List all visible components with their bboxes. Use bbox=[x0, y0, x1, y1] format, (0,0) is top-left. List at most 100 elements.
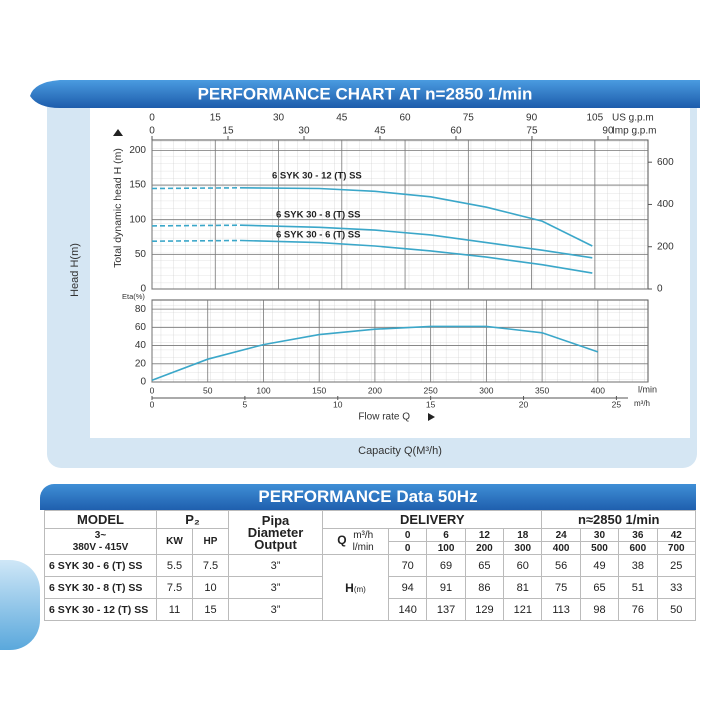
voltage-line: 380V - 415V bbox=[72, 541, 129, 553]
top-axis-unit: Imp g.p.m bbox=[612, 126, 656, 137]
y-tick-label: 0 bbox=[140, 377, 146, 388]
y2-tick-label: 0 bbox=[657, 284, 663, 295]
x-tick-label: 100 bbox=[256, 385, 270, 395]
table-title: PERFORMANCE Data 50Hz bbox=[40, 484, 696, 510]
y-tick-label: 20 bbox=[135, 358, 147, 369]
top-tick-label: 15 bbox=[222, 126, 234, 137]
top-tick-label: 45 bbox=[336, 113, 348, 124]
y2-tick-label: 200 bbox=[657, 241, 674, 252]
head-value: 91 bbox=[426, 576, 466, 599]
head-y-label: Total dynamic head H (m) bbox=[112, 148, 124, 268]
pipe: 3” bbox=[228, 576, 324, 599]
h-label: H bbox=[345, 580, 354, 595]
head-value: 38 bbox=[618, 554, 658, 577]
top-tick-label: 75 bbox=[526, 126, 538, 137]
head-value: 65 bbox=[464, 554, 505, 577]
y-tick-label: 60 bbox=[135, 322, 147, 333]
head-value: 113 bbox=[541, 598, 581, 621]
q-m3h: 36 bbox=[618, 528, 658, 542]
pipe-header-line: Pipa bbox=[261, 512, 290, 528]
x2-unit-label: m³/h bbox=[634, 399, 650, 408]
x2-tick-label: 5 bbox=[243, 399, 248, 409]
head-value: 65 bbox=[579, 576, 620, 599]
head-value: 50 bbox=[656, 598, 697, 621]
pipe: 3” bbox=[228, 554, 324, 577]
table-row: 6 SYK 30 - 8 (T) SS 7.5 10 3” 94 91 86 81 75 65 51… bbox=[44, 576, 697, 599]
x2-tick-label: 15 bbox=[426, 399, 436, 409]
y-tick-label: 80 bbox=[135, 304, 147, 315]
top-tick-label: 90 bbox=[602, 126, 614, 137]
top-tick-label: 30 bbox=[273, 113, 285, 124]
hp: 15 bbox=[191, 598, 230, 621]
pipe-header: Pipa Diameter Output bbox=[228, 510, 324, 555]
model: 6 SYK 30 - 6 (T) SS bbox=[44, 554, 157, 577]
p2-header: P₂ bbox=[155, 510, 230, 529]
x-tick-label: 300 bbox=[479, 385, 493, 395]
curve bbox=[151, 239, 593, 274]
head-value: 140 bbox=[388, 598, 428, 621]
top-axis-unit: US g.p.m bbox=[612, 113, 654, 124]
head-value: 129 bbox=[464, 598, 505, 621]
decoration bbox=[0, 560, 40, 650]
q-lmin: 600 bbox=[618, 541, 658, 555]
head-value: 69 bbox=[426, 554, 466, 577]
q-lmin: 300 bbox=[503, 541, 543, 555]
model: 6 SYK 30 - 12 (T) SS bbox=[44, 598, 157, 621]
arrow-right bbox=[428, 413, 435, 421]
q-unit: l/min bbox=[352, 541, 374, 553]
data-table: MODEL P₂ Pipa Diameter Output DELIVERY n≈2… bbox=[44, 510, 697, 621]
delivery-header: DELIVERY bbox=[322, 510, 543, 529]
y2-tick-label: 600 bbox=[657, 157, 674, 168]
q-m3h: 30 bbox=[579, 528, 620, 542]
hp: 10 bbox=[191, 576, 230, 599]
panel-title: PERFORMANCE CHART AT n=2850 1/min bbox=[198, 84, 533, 103]
eta-y-label: Eta(%) bbox=[122, 292, 145, 301]
head-value: 94 bbox=[388, 576, 428, 599]
curve-label: 6 SYK 30 - 6 (T) SS bbox=[276, 230, 360, 241]
curve-label: 6 SYK 30 - 8 (T) SS bbox=[276, 210, 360, 221]
h-header: H(m) bbox=[322, 554, 390, 621]
top-tick-label: 105 bbox=[587, 113, 604, 124]
q-m3h: 18 bbox=[503, 528, 543, 542]
curve bbox=[151, 224, 593, 259]
q-label: Q bbox=[337, 533, 347, 548]
y-tick-label: 40 bbox=[135, 340, 147, 351]
head-value: 86 bbox=[464, 576, 505, 599]
y-tick-label: 200 bbox=[129, 145, 146, 156]
y2-tick-label: 400 bbox=[657, 199, 674, 210]
q-m3h: 42 bbox=[656, 528, 697, 542]
head-plot bbox=[151, 139, 649, 290]
curve-label: 6 SYK 30 - 12 (T) SS bbox=[272, 171, 362, 182]
pipe: 3” bbox=[228, 598, 324, 621]
q-lmin: 700 bbox=[656, 541, 697, 555]
title-banner bbox=[30, 80, 700, 108]
q-unit: m³/h bbox=[353, 529, 374, 541]
x-tick-label: 150 bbox=[312, 385, 326, 395]
x2-tick-label: 0 bbox=[150, 399, 155, 409]
kw: 5.5 bbox=[156, 554, 193, 577]
speed: n≈2850 1/min bbox=[541, 510, 696, 529]
voltage: 3~ 380V - 415V bbox=[44, 528, 157, 555]
q-m3h: 0 bbox=[388, 528, 428, 542]
x-tick-label: 50 bbox=[203, 385, 213, 395]
x2-tick-label: 20 bbox=[519, 399, 529, 409]
model: 6 SYK 30 - 8 (T) SS bbox=[44, 576, 157, 599]
table-row: 6 SYK 30 - 6 (T) SS 5.5 7.5 3” H(m) 70 69 65 60 5… bbox=[44, 554, 697, 621]
head-value: 137 bbox=[426, 598, 466, 621]
q-m3h: 24 bbox=[541, 528, 581, 542]
top-tick-label: 30 bbox=[298, 126, 310, 137]
top-tick-label: 0 bbox=[149, 126, 155, 137]
y-tick-label: 50 bbox=[135, 249, 147, 260]
head-value: 33 bbox=[656, 576, 697, 599]
head-value: 60 bbox=[503, 554, 543, 577]
model-header: MODEL bbox=[44, 510, 157, 529]
q-lmin: 100 bbox=[426, 541, 466, 555]
x-tick-label: 250 bbox=[424, 385, 438, 395]
kw: 11 bbox=[156, 598, 193, 621]
top-tick-label: 15 bbox=[210, 113, 222, 124]
kw: 7.5 bbox=[156, 576, 193, 599]
head-value: 51 bbox=[618, 576, 658, 599]
q-lmin: 200 bbox=[464, 541, 505, 555]
x-tick-label: 200 bbox=[368, 385, 382, 395]
